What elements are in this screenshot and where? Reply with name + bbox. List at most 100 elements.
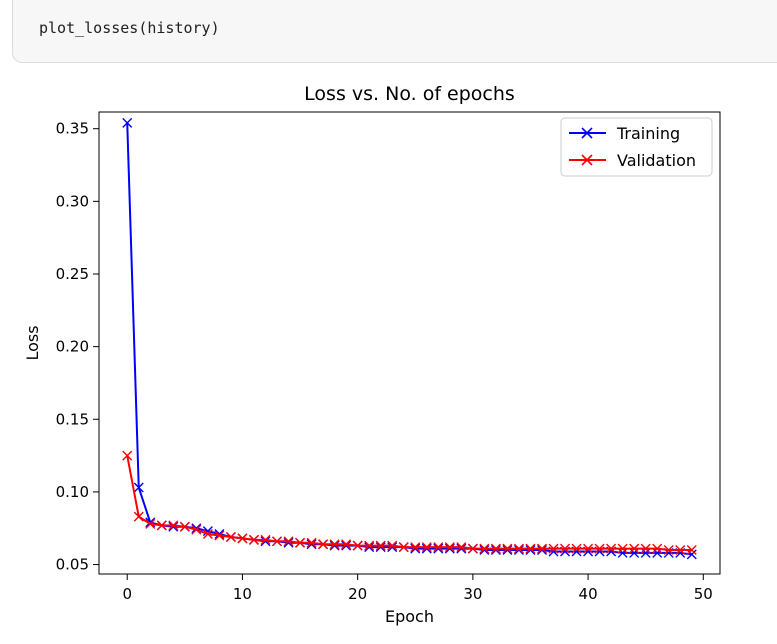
data-point-validation bbox=[398, 542, 409, 553]
data-point-training bbox=[537, 545, 547, 556]
series-layer bbox=[122, 117, 697, 560]
legend-marker-training bbox=[581, 127, 593, 139]
x-axis-label: Epoch bbox=[385, 607, 434, 626]
y-axis-label: Loss bbox=[23, 325, 42, 360]
data-point-training bbox=[433, 543, 444, 554]
y-tick-label: 0.35 bbox=[56, 120, 89, 138]
data-point-validation bbox=[272, 536, 282, 547]
data-point-validation bbox=[433, 542, 444, 553]
series-line-validation bbox=[126, 455, 692, 552]
x-tick-label: 10 bbox=[233, 585, 252, 603]
data-point-training bbox=[122, 117, 133, 128]
data-point-validation bbox=[421, 542, 432, 553]
plot-area-background bbox=[99, 112, 720, 574]
data-point-training bbox=[260, 536, 271, 547]
data-point-training bbox=[306, 539, 317, 550]
data-point-validation bbox=[686, 545, 697, 556]
data-point-training bbox=[364, 542, 375, 553]
data-point-validation bbox=[168, 520, 179, 531]
data-point-training bbox=[375, 542, 386, 553]
data-point-validation bbox=[179, 521, 190, 532]
legend-label-training: Training bbox=[616, 124, 680, 143]
legend: Training Validation bbox=[560, 117, 713, 177]
data-point-validation bbox=[191, 524, 202, 535]
data-point-training bbox=[145, 517, 156, 528]
data-point-validation bbox=[202, 529, 213, 540]
data-point-training bbox=[640, 547, 651, 558]
data-point-validation bbox=[571, 543, 582, 554]
code-cell[interactable]: plot_losses(history) bbox=[12, 0, 777, 63]
data-point-training bbox=[387, 542, 398, 553]
data-point-validation bbox=[260, 534, 271, 545]
data-point-training bbox=[513, 545, 524, 556]
data-point-validation bbox=[606, 543, 617, 554]
data-point-validation bbox=[583, 543, 594, 554]
data-point-validation bbox=[629, 543, 640, 554]
x-tick-label: 50 bbox=[694, 585, 713, 603]
data-point-validation bbox=[122, 450, 133, 461]
data-point-validation bbox=[525, 543, 536, 554]
data-point-training bbox=[421, 543, 432, 554]
data-point-validation bbox=[318, 539, 329, 550]
data-point-training bbox=[329, 540, 340, 551]
y-tick-label: 0.05 bbox=[56, 556, 89, 574]
data-point-validation bbox=[513, 543, 524, 554]
data-point-validation bbox=[341, 539, 352, 550]
data-point-validation bbox=[248, 534, 259, 545]
data-point-validation bbox=[145, 518, 156, 529]
data-point-validation bbox=[467, 543, 478, 554]
data-point-training bbox=[133, 482, 144, 493]
y-tick-label: 0.25 bbox=[56, 265, 89, 283]
data-point-training bbox=[686, 549, 697, 560]
legend-marker-validation bbox=[581, 154, 593, 166]
y-tick-label: 0.10 bbox=[56, 483, 89, 501]
data-point-training bbox=[283, 537, 294, 548]
chart-output: 0 10 20 30 40 50 0.05 0.10 0.15 0.20 0.25 0.30 0.35… bbox=[0, 70, 777, 640]
data-point-validation bbox=[329, 539, 340, 550]
data-point-validation bbox=[375, 540, 386, 551]
data-point-validation bbox=[548, 543, 559, 554]
x-tick-label: 20 bbox=[348, 585, 367, 603]
data-point-validation bbox=[225, 531, 236, 542]
data-point-validation bbox=[133, 511, 144, 522]
data-point-training bbox=[214, 529, 225, 540]
data-point-training bbox=[479, 545, 490, 556]
x-tick-label: 30 bbox=[463, 585, 482, 603]
data-point-validation bbox=[617, 543, 628, 554]
data-point-training bbox=[525, 545, 536, 556]
data-point-training bbox=[168, 521, 179, 532]
y-tick-label: 0.30 bbox=[56, 192, 89, 210]
data-point-validation bbox=[490, 543, 501, 554]
data-point-training bbox=[444, 543, 455, 554]
data-point-validation bbox=[295, 537, 306, 548]
data-point-training bbox=[617, 547, 628, 558]
x-tick-label: 0 bbox=[122, 585, 132, 603]
chart-title: Loss vs. No. of epochs bbox=[304, 83, 515, 105]
data-point-validation bbox=[306, 537, 317, 548]
data-point-training bbox=[410, 543, 421, 554]
data-point-training bbox=[490, 545, 501, 556]
data-point-validation bbox=[652, 543, 663, 554]
data-point-validation bbox=[640, 543, 651, 554]
legend-label-validation: Validation bbox=[617, 151, 696, 170]
series-validation bbox=[122, 450, 697, 556]
data-point-training bbox=[456, 543, 467, 554]
code-cell-source: plot_losses(history) bbox=[39, 19, 220, 37]
y-axis-ticks: 0.05 0.10 0.15 0.20 0.25 0.30 0.35 bbox=[56, 120, 99, 574]
data-point-validation bbox=[156, 520, 167, 531]
data-point-training bbox=[341, 540, 352, 551]
loss-chart: 0 10 20 30 40 50 0.05 0.10 0.15 0.20 0.25 0.30 0.35… bbox=[23, 83, 721, 626]
data-point-validation bbox=[594, 543, 605, 554]
data-point-validation bbox=[283, 536, 294, 547]
data-point-training bbox=[502, 545, 513, 556]
data-point-validation bbox=[364, 540, 375, 551]
y-tick-label: 0.15 bbox=[56, 410, 89, 428]
plot-frame bbox=[98, 111, 721, 575]
y-tick-label: 0.20 bbox=[56, 338, 89, 356]
data-point-validation bbox=[237, 533, 248, 544]
data-point-validation bbox=[675, 545, 686, 556]
data-point-validation bbox=[479, 543, 490, 554]
data-point-validation bbox=[502, 543, 513, 554]
data-point-training bbox=[629, 547, 640, 558]
data-point-validation bbox=[537, 543, 547, 554]
